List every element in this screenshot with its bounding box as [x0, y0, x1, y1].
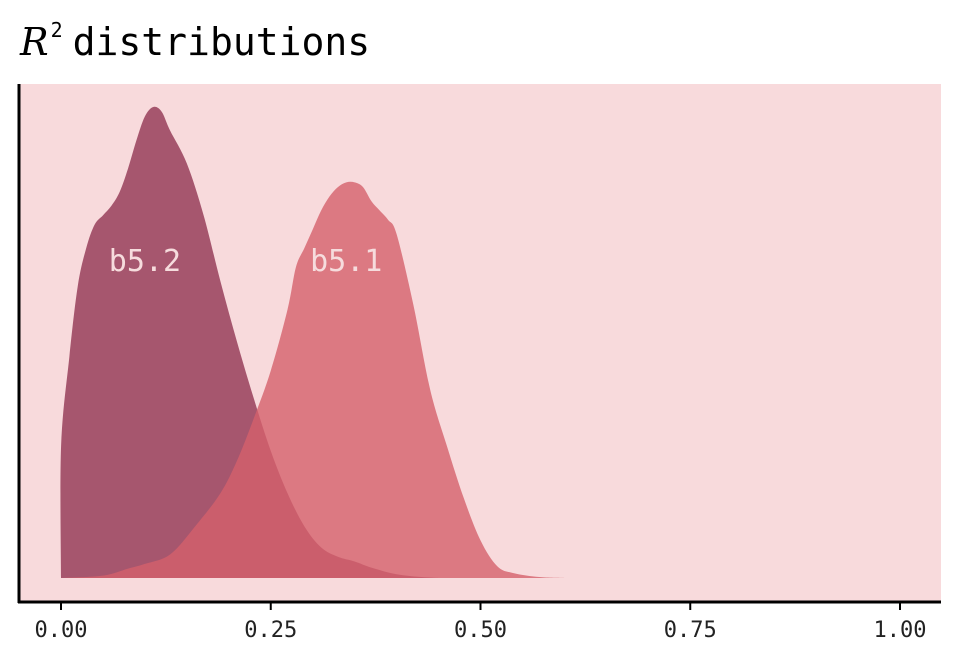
density-area-b5-1: [61, 181, 565, 578]
title-symbol: R: [20, 20, 49, 64]
series-label-b5-2: b5.2: [109, 244, 181, 279]
x-tick-label: 1.00: [874, 618, 927, 643]
series-labels: b5.2 b5.1: [109, 244, 383, 279]
series-label-b5-1: b5.1: [310, 244, 382, 279]
series-areas: [60, 106, 565, 578]
x-tick-label: 0.75: [664, 618, 717, 643]
density-area-b5-2: [60, 106, 439, 578]
title-superscript: 2: [50, 18, 63, 42]
x-axis-ticks: 0.00 0.25 0.50 0.75 1.00: [35, 603, 927, 643]
x-tick-label: 0.50: [454, 618, 507, 643]
x-tick-label: 0.00: [35, 618, 88, 643]
title-text: distributions: [72, 20, 371, 64]
chart-title: R 2 distributions: [20, 18, 370, 64]
x-tick-label: 0.25: [244, 618, 297, 643]
